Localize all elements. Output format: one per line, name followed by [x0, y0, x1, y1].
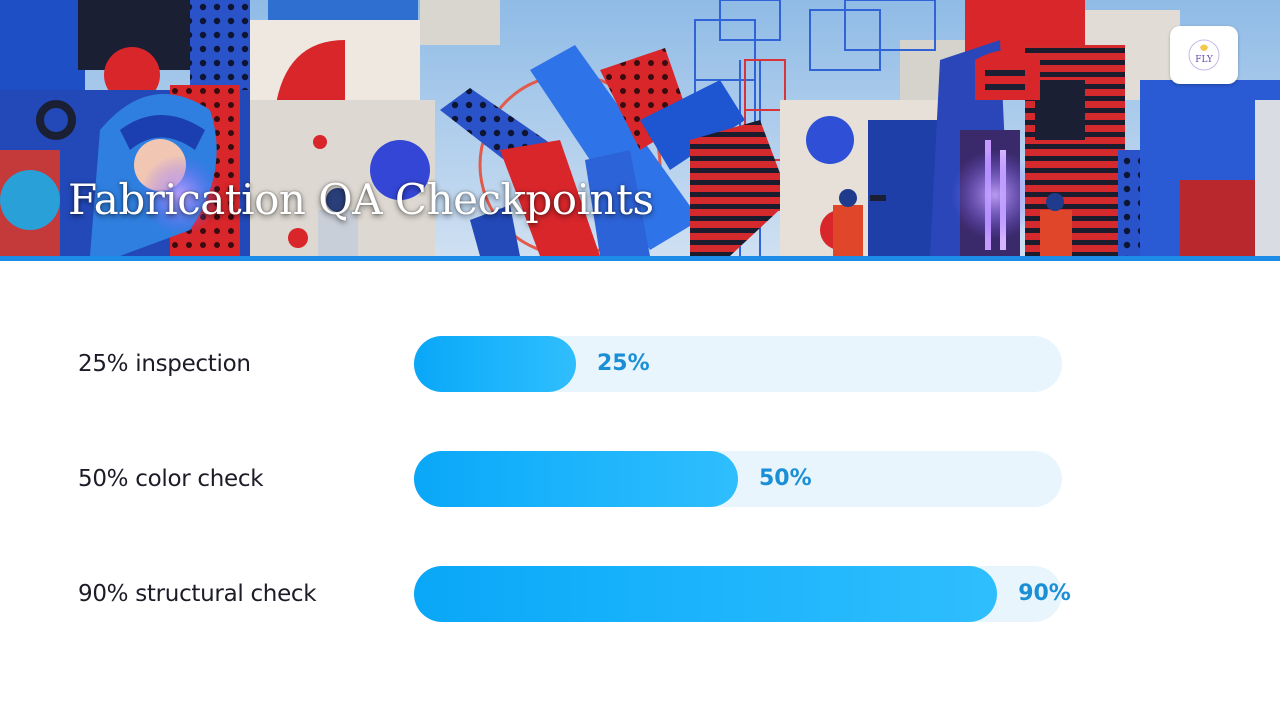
- progress-value: 50%: [759, 466, 812, 491]
- progress-fill: [414, 566, 998, 622]
- checkpoint-label: 25% inspection: [78, 351, 251, 377]
- checkpoint-row: 50% color check 50%: [0, 451, 1280, 507]
- progress-value: 25%: [597, 351, 650, 376]
- progress-track: [414, 336, 1062, 392]
- checkpoint-label: 90% structural check: [78, 581, 317, 607]
- banner-illustration: [0, 0, 1280, 256]
- checkpoint-label: 50% color check: [78, 466, 264, 492]
- progress-track: [414, 451, 1062, 507]
- checkpoint-row: 25% inspection 25%: [0, 336, 1280, 392]
- duck-logo-icon: FLY: [1188, 39, 1220, 71]
- progress-value: 90%: [1018, 581, 1071, 606]
- progress-fill: [414, 451, 738, 507]
- page-title: Fabrication QA Checkpoints: [68, 175, 654, 224]
- checkpoint-row: 90% structural check 90%: [0, 566, 1280, 622]
- progress-fill: [414, 336, 576, 392]
- svg-text:FLY: FLY: [1195, 55, 1214, 65]
- header-accent-line: [0, 256, 1280, 261]
- brand-logo: FLY: [1170, 26, 1238, 84]
- header-banner: Fabrication QA Checkpoints FLY: [0, 0, 1280, 256]
- progress-track: [414, 566, 1062, 622]
